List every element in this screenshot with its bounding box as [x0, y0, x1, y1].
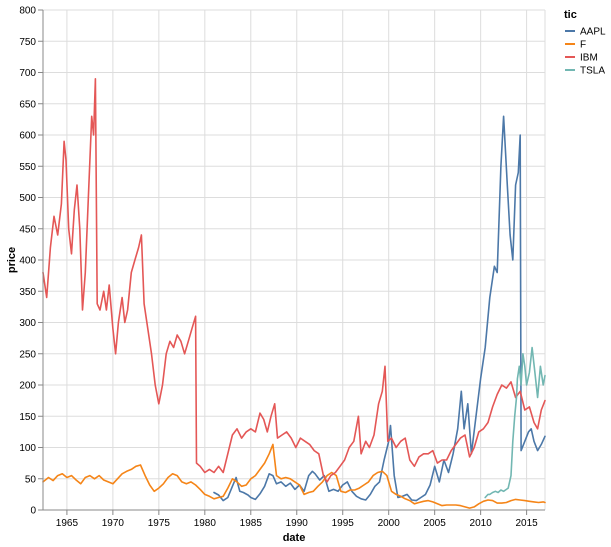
x-tick-label: 2000 — [378, 518, 401, 529]
legend: tic AAPL F IBM TSLA — [564, 9, 606, 77]
y-axis-title: price — [6, 247, 18, 273]
x-tick-label: 1990 — [286, 518, 309, 529]
legend-label-f: F — [580, 40, 586, 51]
series-lines — [42, 78, 546, 509]
x-tick-label: 1970 — [102, 518, 125, 529]
x-tick-label: 1995 — [332, 518, 355, 529]
series-line-tsla — [484, 346, 546, 499]
y-tick-label: 700 — [19, 68, 36, 79]
axes: 0 50 100 150 200 250 300 350 400 450 500 550 600 650 7… — [19, 6, 545, 529]
series-line-f — [42, 443, 546, 509]
legend-label-ibm: IBM — [580, 53, 598, 64]
y-tick-label: 50 — [25, 474, 37, 485]
y-tick-label: 100 — [19, 443, 36, 454]
x-tick-label: 2010 — [470, 518, 493, 529]
legend-label-aapl: AAPL — [580, 27, 606, 38]
y-tick-label: 250 — [19, 349, 36, 360]
x-tick-label: 1975 — [148, 518, 171, 529]
series-line-aapl — [213, 115, 546, 502]
grid — [43, 9, 546, 511]
y-tick-label: 0 — [30, 506, 36, 517]
y-tick-label: 200 — [19, 381, 36, 392]
x-tick-label: 2005 — [424, 518, 447, 529]
y-tick-label: 800 — [19, 6, 36, 17]
x-tick-label: 1965 — [56, 518, 79, 529]
y-tick-label: 450 — [19, 224, 36, 235]
legend-label-tsla: TSLA — [580, 66, 605, 77]
y-tick-label: 750 — [19, 37, 36, 48]
y-tick-label: 400 — [19, 256, 36, 267]
x-tick-label: 1980 — [194, 518, 217, 529]
legend-title: tic — [564, 9, 577, 21]
y-tick-label: 650 — [19, 99, 36, 110]
y-tick-label: 500 — [19, 193, 36, 204]
series-line-ibm — [42, 78, 546, 483]
x-axis-title: date — [283, 532, 306, 544]
y-tick-label: 300 — [19, 318, 36, 329]
y-tick-label: 550 — [19, 162, 36, 173]
y-tick-label: 600 — [19, 131, 36, 142]
x-tick-label: 1985 — [240, 518, 263, 529]
y-tick-label: 150 — [19, 412, 36, 423]
x-tick-label: 2015 — [515, 518, 538, 529]
y-tick-label: 350 — [19, 287, 36, 298]
